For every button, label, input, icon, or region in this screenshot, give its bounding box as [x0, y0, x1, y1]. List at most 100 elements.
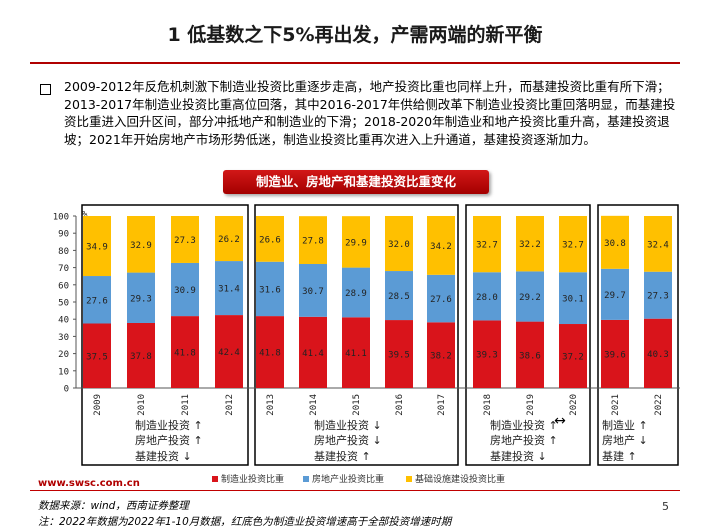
bar-2018-series-2 [473, 272, 501, 321]
data-label: 27.3 [174, 236, 196, 246]
bar-2013-series-3 [256, 216, 284, 262]
group-annotation: 基建投资 ↑ [314, 449, 371, 463]
x-tick-label: 2016 [395, 394, 405, 416]
data-label: 37.5 [86, 352, 108, 362]
group-annotation: 制造业投资 ↓ [314, 418, 382, 432]
bar-2011-series-1 [171, 316, 199, 388]
bar-2012-series-1 [215, 315, 243, 388]
data-label: 32.2 [519, 240, 541, 250]
bar-2018-series-1 [473, 320, 501, 388]
data-label: 30.9 [174, 286, 196, 296]
group-annotation: 房地产投资 ↓ [314, 433, 382, 447]
bar-2014-series-2 [299, 263, 327, 317]
data-label: 27.8 [302, 237, 324, 247]
bar-2011-series-2 [171, 262, 199, 317]
data-label: 40.3 [647, 350, 669, 360]
data-label: 34.2 [430, 242, 452, 252]
summary-paragraph: 2009-2012年反危机刺激下制造业投资比重逐步走高，地产投资比重也同样上升，… [64, 79, 676, 147]
data-label: 31.6 [259, 285, 281, 295]
group-annotation: 房地产 ↓ [602, 433, 648, 447]
stacked-bar-chart: 0 10 20 30 40 50 60 70 80 90 100 % 37.5 27.6 34.9 2009 3… [53, 204, 680, 485]
group-box-4 [597, 204, 679, 466]
bar-2021-series-2 [601, 268, 629, 320]
bar-2019-series-1 [516, 321, 544, 388]
bar-2022-series-1 [644, 318, 672, 388]
bar-2021-series-3 [601, 215, 629, 269]
data-label: 26.6 [259, 235, 281, 245]
footnote: 注：2022年数据为2022年1-10月数据，红底色为制造业投资增速高于全部投资… [38, 516, 452, 528]
bar-2011-series-3 [171, 216, 199, 263]
bar-2013-series-1 [256, 316, 284, 388]
y-unit-label: % [82, 210, 88, 220]
data-label: 28.5 [388, 292, 410, 302]
group-annotation: 制造业 ↑ [602, 418, 648, 432]
group-annotation: 房地产投资 ↑ [135, 433, 203, 447]
y-tick-label: 60 [58, 281, 69, 291]
data-label: 28.0 [476, 293, 498, 303]
x-tick-label: 2014 [309, 394, 319, 416]
data-label: 29.7 [604, 291, 626, 301]
bar-2010-series-2 [127, 272, 155, 323]
data-label: 39.3 [476, 351, 498, 361]
data-label: 29.2 [519, 293, 541, 303]
y-tick-label: 100 [53, 213, 69, 223]
bar-2021-series-1 [601, 319, 629, 388]
data-label: 32.0 [388, 240, 410, 250]
bar-2015-series-3 [342, 216, 370, 268]
data-label: 41.8 [174, 349, 196, 359]
legend-swatch [303, 476, 309, 482]
group-box-3 [465, 204, 591, 466]
data-label: 37.2 [562, 353, 584, 363]
data-label: 29.3 [130, 294, 152, 304]
data-label: 32.4 [647, 240, 669, 250]
bar-2022-series-3 [644, 216, 672, 272]
legend-swatch [212, 476, 218, 482]
bar-2012-series-2 [215, 261, 243, 316]
bar-2015-series-1 [342, 317, 370, 388]
y-tick-label: 90 [58, 230, 69, 240]
data-label: 37.8 [130, 352, 152, 362]
data-label: 32.7 [476, 241, 498, 251]
data-label: 41.8 [259, 349, 281, 359]
data-label: 30.7 [302, 287, 324, 297]
data-label: 32.9 [130, 241, 152, 251]
bar-2017-series-1 [427, 322, 455, 388]
legend-swatch [406, 476, 412, 482]
y-tick-label: 70 [58, 264, 69, 274]
bar-2014-series-1 [299, 316, 327, 388]
data-label: 27.6 [430, 295, 452, 305]
data-label: 42.4 [218, 348, 240, 358]
bar-2009-series-1 [83, 323, 111, 388]
double-arrow-icon: ↔ [554, 413, 566, 429]
group-annotation: 基建投资 ↓ [490, 449, 547, 463]
data-label: 32.7 [562, 241, 584, 251]
data-label: 28.9 [345, 289, 367, 299]
data-label: 38.2 [430, 352, 452, 362]
x-tick-label: 2015 [352, 394, 362, 416]
y-tick-label: 0 [64, 385, 69, 395]
footer-website: www.swsc.com.cn [38, 478, 140, 489]
bar-2020-series-2 [559, 272, 587, 325]
y-tick-label: 10 [58, 367, 69, 377]
bar-2010-series-1 [127, 322, 155, 388]
group-annotation: 基建 ↑ [602, 449, 637, 463]
bar-2020-series-3 [559, 216, 587, 273]
bar-2019-series-3 [516, 216, 544, 272]
data-label: 29.9 [345, 238, 367, 248]
y-tick-label: 30 [58, 333, 69, 343]
bar-2016-series-2 [385, 271, 413, 321]
bar-2016-series-3 [385, 216, 413, 272]
legend-label: 制造业投资比重 [221, 473, 284, 485]
group-box-2 [254, 204, 459, 466]
data-label: 34.9 [86, 243, 108, 253]
x-tick-label: 2020 [569, 394, 579, 416]
x-tick-label: 2018 [483, 394, 493, 416]
bar-2012-series-3 [215, 216, 243, 262]
group-box-1 [81, 204, 249, 466]
data-label: 30.8 [604, 239, 626, 249]
bar-2017-series-2 [427, 274, 455, 323]
bar-2013-series-2 [256, 261, 284, 317]
bar-2018-series-3 [473, 216, 501, 273]
group-annotation: 制造业投资 ↑ [135, 418, 203, 432]
bar-2014-series-3 [299, 216, 327, 264]
